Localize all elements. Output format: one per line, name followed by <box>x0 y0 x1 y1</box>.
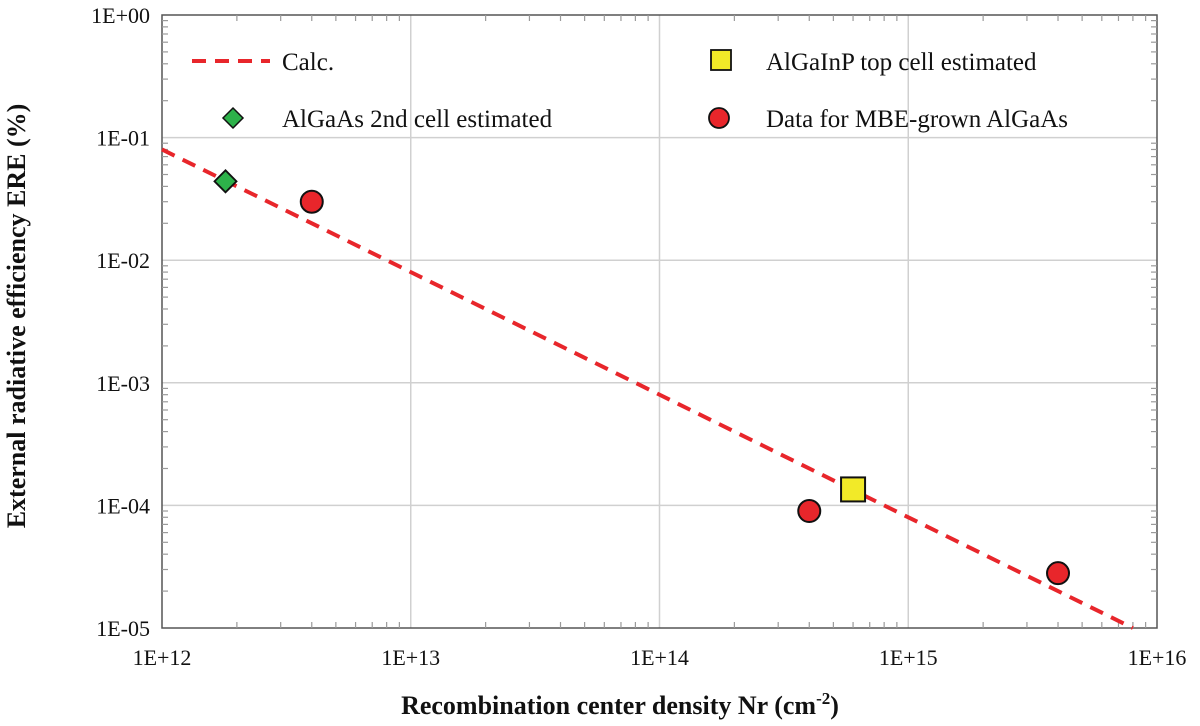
mbe-data-point <box>797 499 822 524</box>
y-tick-label: 1E-03 <box>96 371 150 396</box>
x-tick-label: 1E+12 <box>133 645 192 670</box>
y-tick-label: 1E+00 <box>91 3 150 28</box>
y-tick-label: 1E-01 <box>96 126 150 151</box>
legend-algainp-label: AlGaInP top cell estimated <box>766 49 1037 76</box>
legend-algaas2nd-swatch <box>221 106 245 130</box>
grid <box>162 15 1157 628</box>
x-tick-labels: 1E+12 1E+13 1E+14 1E+15 1E+16 <box>133 645 1187 670</box>
legend-calc-label: Calc. <box>282 49 334 76</box>
y-tick-label: 1E-04 <box>96 493 150 518</box>
y-tick-label: 1E-05 <box>96 616 150 641</box>
x-tick-label: 1E+15 <box>879 645 938 670</box>
x-tick-label: 1E+14 <box>630 645 689 670</box>
mbe-data-point <box>1046 561 1071 586</box>
y-tick-label: 1E-02 <box>96 248 150 273</box>
mbe-data-point <box>299 189 324 214</box>
calc-line <box>161 147 1134 630</box>
legend-algainp-swatch <box>710 49 732 71</box>
legend-algaas2nd-label: AlGaAs 2nd cell estimated <box>282 106 553 133</box>
legend-mbe-swatch <box>708 107 730 129</box>
x-tick-label: 1E+16 <box>1128 645 1187 670</box>
x-axis-title-sup: -2 <box>816 689 830 708</box>
plot-frame <box>161 14 1158 629</box>
algaas-2nd-point <box>213 169 238 194</box>
x-tick-label: 1E+13 <box>381 645 440 670</box>
series <box>161 147 1134 630</box>
legend-mbe-label: Data for MBE-grown AlGaAs <box>766 106 1068 133</box>
y-tick-labels: 1E+00 1E-01 1E-02 1E-03 1E-04 1E-05 <box>91 3 150 641</box>
algainp-point <box>840 476 867 503</box>
minor-ticks <box>162 15 1157 628</box>
y-axis-title: External radiative efficiency ERE (%) <box>2 104 31 529</box>
x-axis-title-end: ) <box>830 691 839 720</box>
x-axis-title: Recombination center density Nr (cm-2) <box>401 689 839 720</box>
legend: Calc. AlGaInP top cell estimated AlGaAs … <box>192 49 1068 133</box>
x-axis-title-main: Recombination center density Nr (cm <box>401 691 816 720</box>
